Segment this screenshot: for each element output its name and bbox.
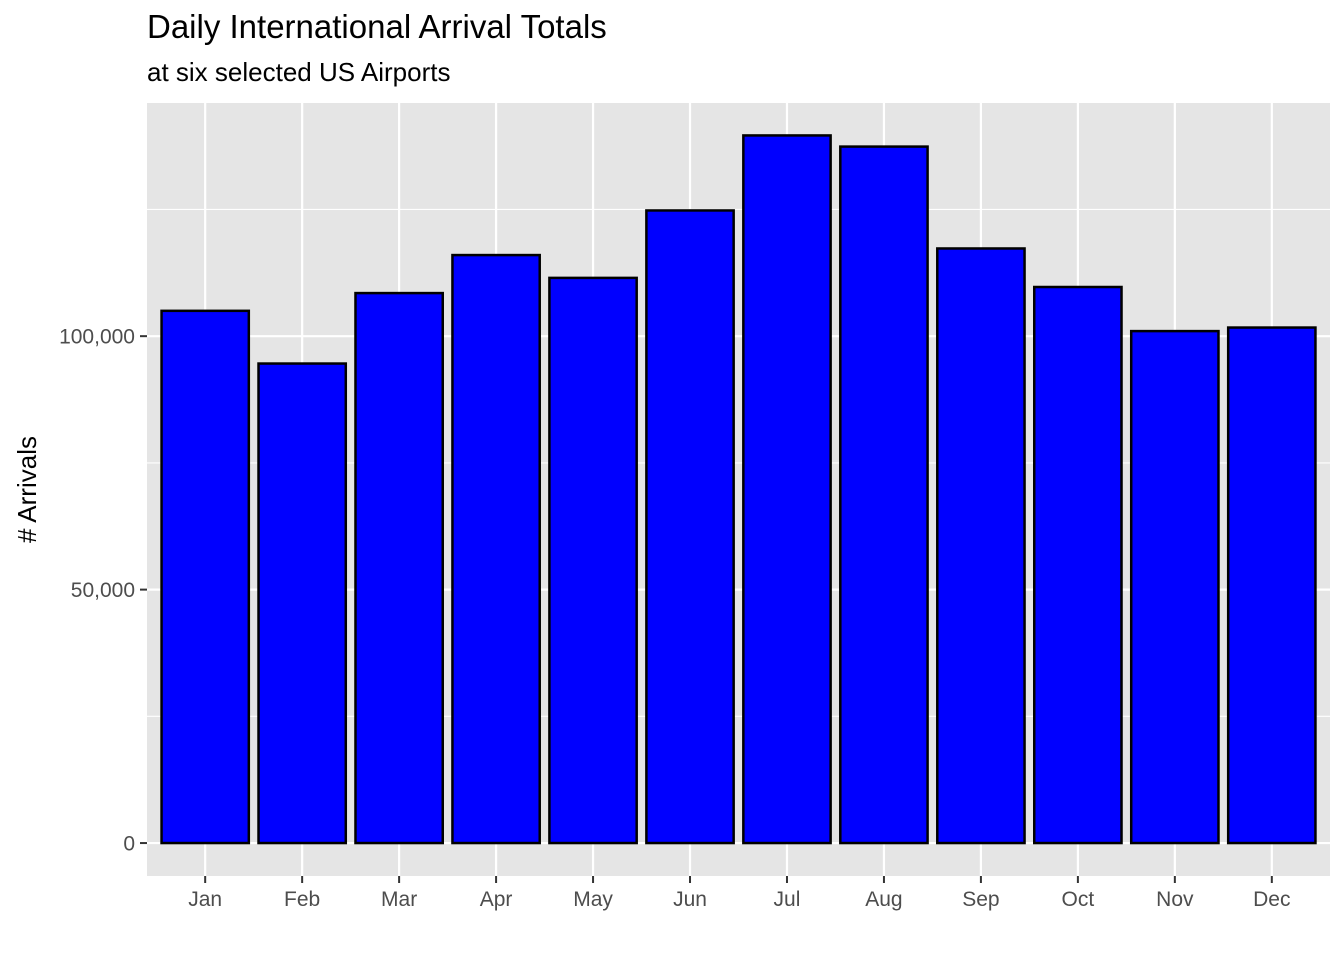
x-tick-label: Feb	[284, 888, 320, 911]
bar-oct	[1033, 285, 1123, 845]
bar-jul	[742, 134, 832, 845]
bar-sep	[936, 247, 1026, 845]
bar-aug	[839, 145, 929, 845]
x-tick-label: Apr	[480, 888, 513, 911]
x-tick-label: May	[573, 888, 613, 911]
y-tick-label: 0	[123, 833, 135, 856]
x-tick-label: Jun	[673, 888, 707, 911]
x-tick-label: Mar	[381, 888, 417, 911]
x-tick-label: Sep	[962, 888, 999, 911]
x-tick-label: Oct	[1062, 888, 1095, 911]
axes: 0 50,000 100,000 Jan Feb Mar Apr May Jun Jul Aug Se…	[59, 326, 1290, 911]
bar-may	[548, 276, 638, 845]
bar-mar	[354, 291, 445, 845]
chart-title: Daily International Arrival Totals	[147, 8, 607, 45]
bar-dec	[1226, 326, 1317, 845]
y-axis-title: # Arrivals	[12, 436, 42, 543]
x-tick-label: Aug	[865, 888, 902, 911]
bar-jan	[160, 309, 251, 845]
x-tick-label: Dec	[1253, 888, 1290, 911]
x-tick-label: Jul	[774, 888, 801, 911]
bar-nov	[1129, 329, 1220, 845]
x-tick-label: Jan	[188, 888, 222, 911]
bar-apr	[451, 253, 541, 845]
bar-jun	[645, 209, 735, 845]
x-tick-label: Nov	[1156, 888, 1194, 911]
bar-feb	[257, 362, 348, 845]
y-tick-label: 50,000	[71, 579, 135, 602]
chart-subtitle: at six selected US Airports	[147, 57, 451, 87]
y-tick-label: 100,000	[59, 326, 135, 349]
bars	[160, 134, 1317, 845]
